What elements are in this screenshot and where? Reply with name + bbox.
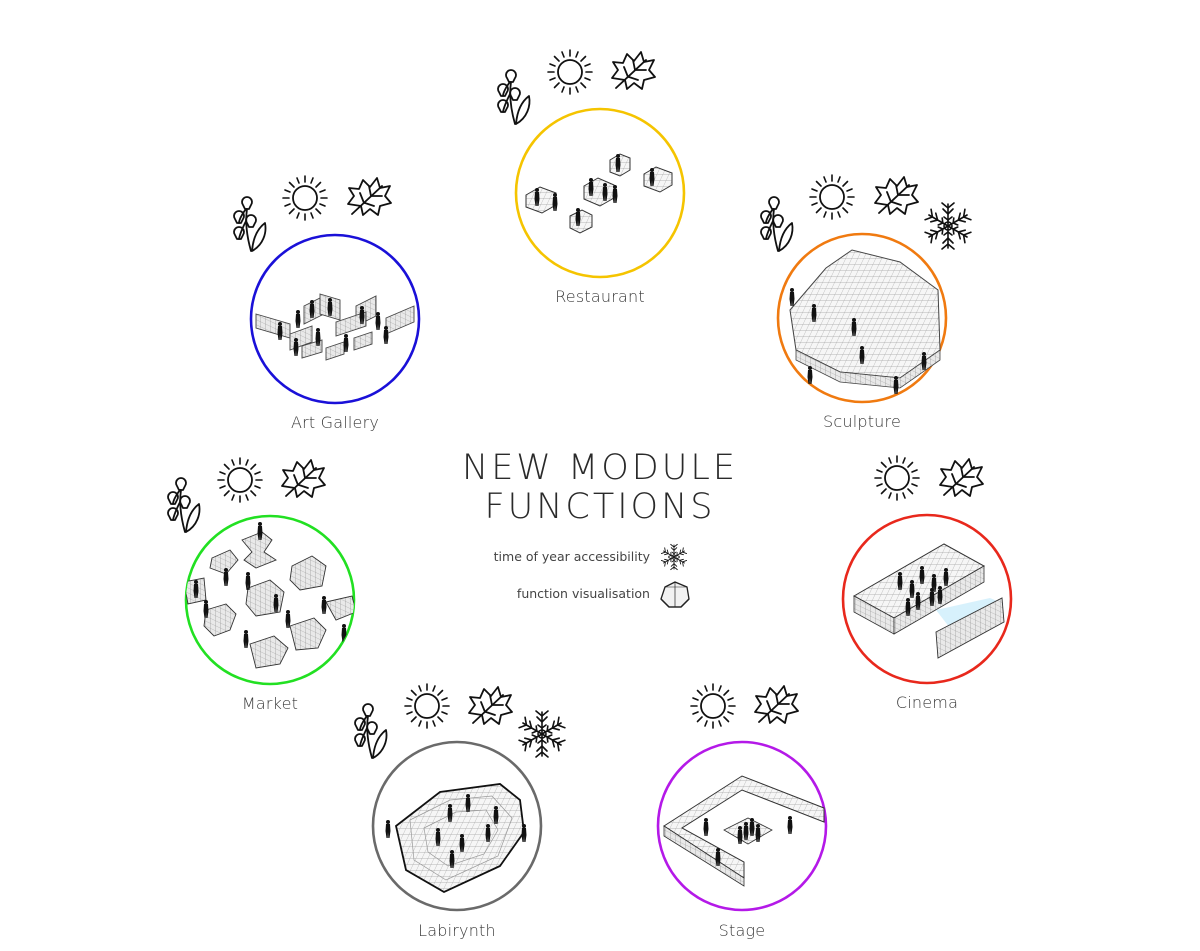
market-label: Market bbox=[241, 694, 299, 713]
autumn-leaf-icon bbox=[939, 458, 984, 497]
art-gallery-visualisation bbox=[255, 293, 415, 361]
sculpture-label: Sculpture bbox=[823, 412, 901, 431]
sun-icon bbox=[547, 49, 593, 95]
restaurant-label: Restaurant bbox=[555, 287, 645, 306]
stage-label: Stage bbox=[718, 921, 766, 940]
function-market bbox=[167, 457, 356, 686]
cinema-label: Cinema bbox=[895, 693, 959, 712]
spring-icon bbox=[760, 196, 794, 252]
stage-visualisation bbox=[663, 775, 825, 887]
snowflake-icon bbox=[519, 711, 565, 757]
legend-visualisation-label: function visualisation bbox=[516, 586, 650, 601]
autumn-leaf-icon bbox=[281, 459, 326, 498]
legend-snowflake-icon bbox=[661, 544, 686, 569]
diagram-title-line-2: FUNCTIONS bbox=[484, 487, 716, 527]
legend-module-icon bbox=[660, 581, 690, 608]
art-gallery-ring bbox=[249, 233, 421, 405]
sun-icon bbox=[217, 457, 263, 503]
spring-icon bbox=[167, 477, 201, 533]
spring-icon bbox=[354, 703, 388, 759]
sun-icon bbox=[404, 683, 450, 729]
restaurant-visualisation bbox=[525, 153, 673, 234]
autumn-leaf-icon bbox=[347, 177, 392, 216]
diagram-title-line-1: NEW MODULE bbox=[462, 448, 738, 488]
labirynth-label: Labirynth bbox=[418, 921, 496, 940]
labirynth-visualisation bbox=[385, 783, 527, 894]
spring-icon bbox=[497, 69, 531, 125]
autumn-leaf-icon bbox=[874, 176, 919, 215]
sun-icon bbox=[690, 683, 736, 729]
function-restaurant bbox=[497, 49, 686, 279]
spring-icon bbox=[233, 196, 267, 252]
function-art-gallery bbox=[233, 175, 421, 405]
function-stage bbox=[656, 683, 828, 912]
autumn-leaf-icon bbox=[611, 51, 656, 90]
stage-season-icons bbox=[690, 683, 799, 729]
art-gallery-label: Art Gallery bbox=[290, 413, 380, 432]
cinema-visualisation bbox=[852, 543, 1005, 659]
sun-icon bbox=[809, 174, 855, 220]
snowflake-icon bbox=[925, 203, 971, 249]
autumn-leaf-icon bbox=[468, 686, 513, 725]
cinema-season-icons bbox=[874, 455, 984, 501]
sun-icon bbox=[874, 455, 920, 501]
autumn-leaf-icon bbox=[754, 685, 799, 724]
function-labirynth bbox=[354, 683, 565, 912]
sculpture-visualisation bbox=[789, 249, 941, 394]
legend-accessibility-label: time of year accessibility bbox=[493, 549, 650, 564]
function-sculpture bbox=[760, 174, 971, 404]
sun-icon bbox=[282, 175, 328, 221]
market-visualisation bbox=[186, 522, 354, 669]
function-cinema bbox=[841, 455, 1013, 685]
